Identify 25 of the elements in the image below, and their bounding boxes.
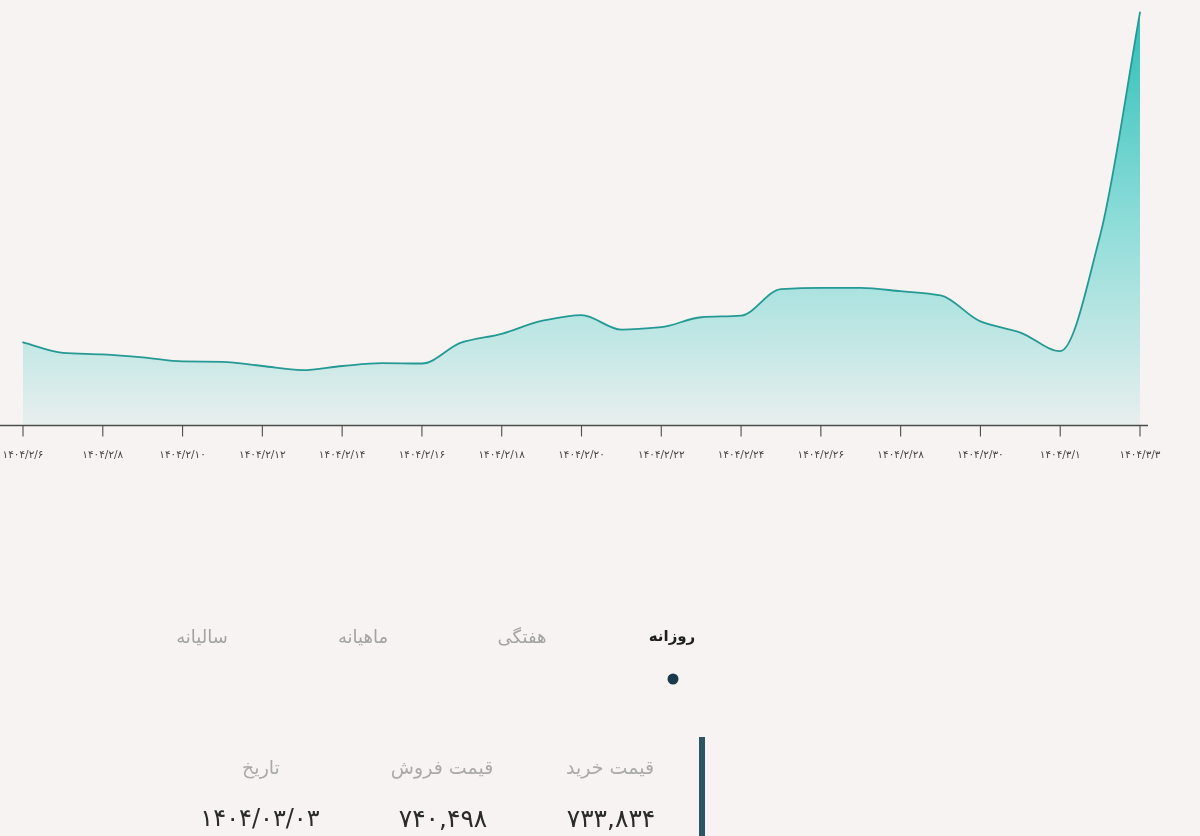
x-tick-label: ۱۴۰۴/۲/۲۴	[717, 447, 765, 460]
x-tick-label: ۱۴۰۴/۲/۲۸	[877, 447, 925, 460]
x-tick-label: ۱۴۰۴/۳/۳	[1119, 447, 1161, 460]
x-tick-label: ۱۴۰۴/۲/۸	[82, 447, 124, 460]
x-tick-label: ۱۴۰۴/۲/۳۰	[957, 447, 1004, 460]
text: تاریخ	[242, 756, 280, 779]
x-tick-label: ۱۴۰۴/۳/۱	[1039, 447, 1081, 460]
text: قیمت فروش	[390, 756, 494, 779]
x-tick-label: ۱۴۰۴/۲/۱۴	[318, 447, 366, 460]
text: ۷۴۰,۴۹۸	[398, 803, 488, 833]
text: سالیانه	[176, 625, 228, 647]
text: روزانه	[648, 627, 696, 645]
x-tick-label: ۱۴۰۴/۲/۶	[2, 447, 44, 460]
x-tick-label: ۱۴۰۴/۲/۲۶	[797, 447, 845, 460]
text: ۱۴۰۴/۰۳/۰۳	[200, 804, 320, 832]
text: ۷۳۳,۸۳۴	[566, 803, 656, 833]
x-tick-label: ۱۴۰۴/۲/۱۶	[398, 447, 446, 460]
text: ماهیانه	[337, 625, 389, 647]
text: هفتگی	[497, 625, 547, 647]
x-tick-label: ۱۴۰۴/۲/۱۸	[478, 447, 526, 460]
x-tick-label: ۱۴۰۴/۲/۲۰	[558, 447, 605, 460]
x-tick-label: ۱۴۰۴/۲/۱۰	[159, 447, 206, 460]
x-tick-label: ۱۴۰۴/۲/۲۲	[638, 447, 685, 460]
x-tick-label: ۱۴۰۴/۲/۱۲	[239, 447, 286, 460]
text: قیمت خرید	[566, 756, 654, 779]
